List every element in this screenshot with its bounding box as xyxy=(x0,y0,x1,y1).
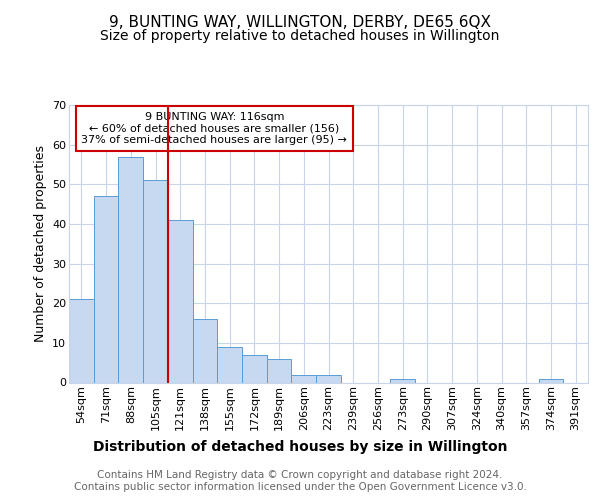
Bar xyxy=(217,347,242,382)
Bar xyxy=(193,319,217,382)
Bar xyxy=(292,374,316,382)
Bar xyxy=(118,156,143,382)
Bar xyxy=(242,355,267,382)
Y-axis label: Number of detached properties: Number of detached properties xyxy=(34,145,47,342)
Text: Size of property relative to detached houses in Willington: Size of property relative to detached ho… xyxy=(100,29,500,43)
Bar xyxy=(168,220,193,382)
Bar xyxy=(143,180,168,382)
Bar xyxy=(539,378,563,382)
Bar xyxy=(316,374,341,382)
Text: Contains HM Land Registry data © Crown copyright and database right 2024.
Contai: Contains HM Land Registry data © Crown c… xyxy=(74,470,526,492)
Bar xyxy=(390,378,415,382)
Text: 9 BUNTING WAY: 116sqm
← 60% of detached houses are smaller (156)
37% of semi-det: 9 BUNTING WAY: 116sqm ← 60% of detached … xyxy=(82,112,347,145)
Text: 9, BUNTING WAY, WILLINGTON, DERBY, DE65 6QX: 9, BUNTING WAY, WILLINGTON, DERBY, DE65 … xyxy=(109,15,491,30)
Bar xyxy=(267,358,292,382)
Text: Distribution of detached houses by size in Willington: Distribution of detached houses by size … xyxy=(93,440,507,454)
Bar xyxy=(94,196,118,382)
Bar xyxy=(69,299,94,382)
